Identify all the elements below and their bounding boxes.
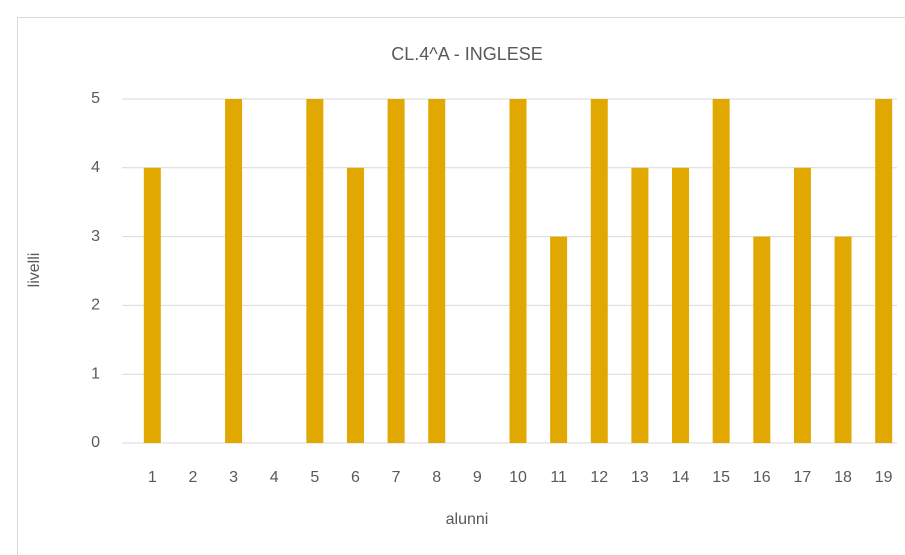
- bar: [387, 99, 405, 443]
- x-axis-label: alunni: [446, 511, 489, 528]
- x-tick-label: 15: [712, 469, 730, 486]
- bar: [712, 99, 730, 443]
- x-tick-label: 4: [270, 469, 279, 486]
- x-tick-label: 14: [672, 469, 690, 486]
- x-tick-label: 9: [473, 469, 482, 486]
- x-tick-label: 3: [229, 469, 238, 486]
- x-tick-label: 13: [631, 469, 649, 486]
- y-tick-label: 5: [91, 90, 100, 107]
- x-tick-label: 5: [310, 469, 319, 486]
- x-tick-label: 2: [188, 469, 197, 486]
- x-tick-label: 18: [834, 469, 852, 486]
- bar: [428, 99, 446, 443]
- bar: [834, 236, 852, 443]
- bar: [306, 99, 324, 443]
- bar: [550, 236, 568, 443]
- x-tick-label: 19: [875, 469, 893, 486]
- y-axis-label: livelli: [26, 253, 43, 288]
- chart-title: CL.4^A - INGLESE: [391, 44, 543, 64]
- x-tick-label: 8: [432, 469, 441, 486]
- bar: [225, 99, 243, 443]
- x-tick-label: 12: [590, 469, 608, 486]
- x-tick-label: 16: [753, 469, 771, 486]
- bar: [875, 99, 893, 443]
- y-tick-label: 0: [91, 434, 100, 451]
- x-tick-label: 6: [351, 469, 360, 486]
- x-tick-label: 7: [392, 469, 401, 486]
- x-tick-label: 10: [509, 469, 527, 486]
- y-tick-label: 1: [91, 365, 100, 382]
- y-tick-label: 4: [91, 159, 100, 176]
- bar: [590, 99, 608, 443]
- bar: [631, 167, 649, 444]
- bar: [509, 99, 527, 443]
- x-tick-label: 17: [794, 469, 812, 486]
- y-tick-label: 2: [91, 297, 100, 314]
- bar: [753, 236, 771, 443]
- y-tick-label: 3: [91, 228, 100, 245]
- bar: [346, 167, 364, 444]
- x-tick-label: 1: [148, 469, 157, 486]
- bar: [143, 167, 161, 444]
- bar: [672, 167, 690, 444]
- x-tick-label: 11: [550, 469, 567, 486]
- bar: [793, 167, 811, 444]
